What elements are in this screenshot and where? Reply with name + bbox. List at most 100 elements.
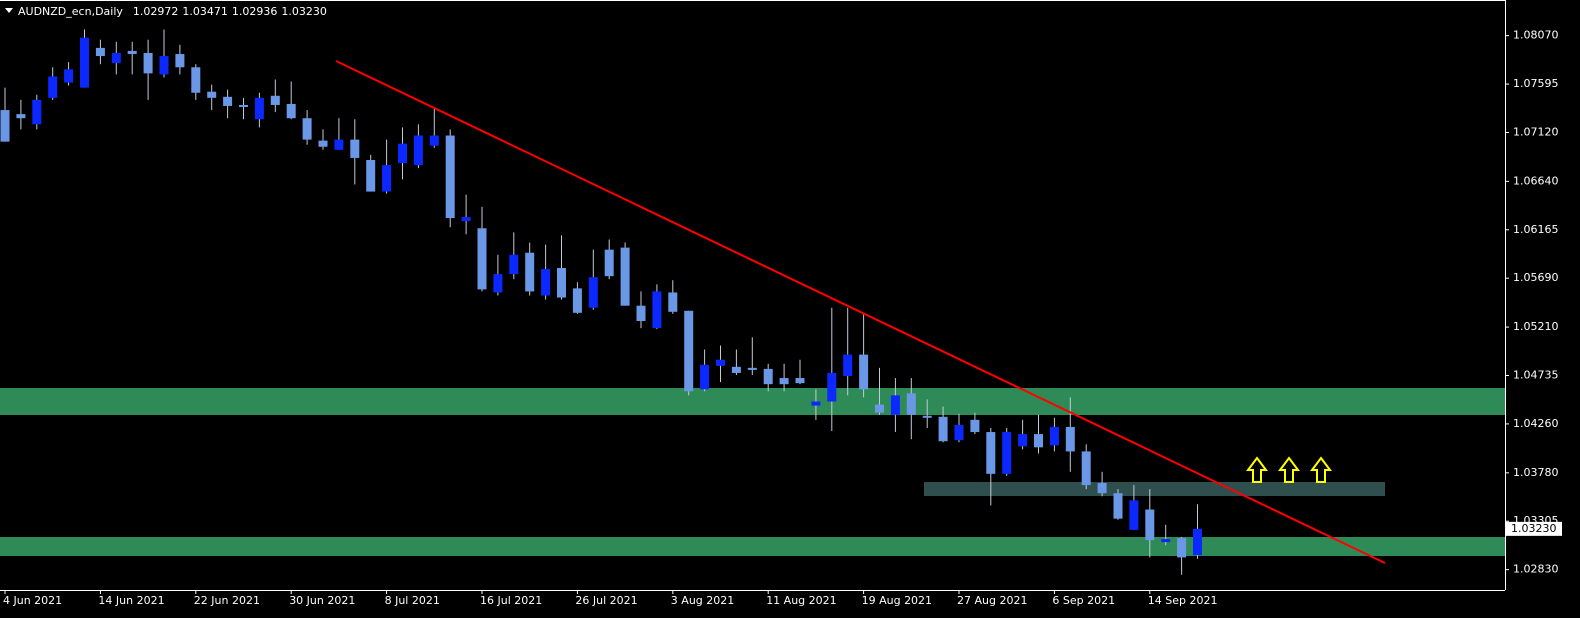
candle-body — [32, 99, 42, 125]
candle-body — [1034, 434, 1043, 448]
candle-body — [270, 95, 280, 105]
candle-body — [843, 354, 853, 377]
candle-body — [1145, 509, 1155, 541]
x-tick-label: 4 Jun 2021 — [3, 594, 62, 607]
x-tick-label: 14 Jun 2021 — [98, 594, 164, 607]
candle-body — [859, 354, 869, 390]
resistance-box — [924, 482, 1385, 496]
candle-body — [620, 247, 630, 306]
candle-body — [1129, 500, 1139, 530]
candle-body — [557, 267, 566, 298]
y-tick-label: 1.05210 — [1513, 320, 1559, 333]
candle-body — [779, 378, 789, 385]
candle-body — [700, 364, 710, 390]
candle-body — [239, 104, 248, 107]
candle-body — [175, 54, 185, 68]
price-label-box — [1506, 521, 1562, 536]
up-arrow — [1310, 456, 1332, 483]
candle-body — [461, 217, 471, 222]
candle-body — [684, 310, 694, 392]
candle-body — [922, 415, 932, 418]
candle-body — [509, 254, 519, 275]
price-label: 1.03230 — [1511, 522, 1557, 535]
candle-body — [334, 139, 344, 150]
candle-body — [1161, 539, 1171, 543]
candle-body — [64, 69, 74, 83]
y-tick-label: 1.02830 — [1513, 563, 1559, 576]
x-tick-label: 16 Jul 2021 — [480, 594, 542, 607]
candle-body — [986, 432, 996, 474]
candle-body — [95, 47, 105, 57]
candle-body — [1193, 528, 1202, 556]
candle-body — [1049, 426, 1059, 446]
x-tick-label: 14 Sep 2021 — [1148, 594, 1218, 607]
candle-body — [906, 393, 916, 415]
candle-body — [875, 404, 884, 413]
candle-body — [1018, 434, 1028, 447]
candle-body — [827, 372, 837, 402]
candle-body — [318, 140, 328, 147]
candle-body — [159, 56, 169, 75]
candle-body — [1002, 432, 1012, 474]
x-tick-label: 26 Jul 2021 — [575, 594, 637, 607]
candle-body — [541, 269, 551, 296]
quote-high: 1.03471 — [182, 5, 228, 18]
candle-body — [763, 368, 773, 385]
x-tick-label: 8 Jul 2021 — [385, 594, 440, 607]
candle-body — [588, 277, 598, 308]
y-tick-label: 1.06165 — [1513, 223, 1559, 236]
candle-body — [223, 96, 233, 106]
y-tick-label: 1.04260 — [1513, 417, 1559, 430]
y-tick-label: 1.04735 — [1513, 369, 1559, 382]
y-tick-label: 1.08070 — [1513, 29, 1559, 42]
candle-body — [1081, 451, 1091, 486]
candle-body — [191, 67, 201, 93]
candle-body — [493, 274, 503, 293]
candle-body — [429, 135, 439, 146]
candle-body — [604, 249, 614, 277]
x-tick-label: 27 Aug 2021 — [957, 594, 1027, 607]
y-tick-label: 1.06640 — [1513, 174, 1559, 187]
up-arrow — [1246, 456, 1268, 483]
candles — [0, 29, 1202, 575]
candle-body — [445, 135, 455, 219]
y-tick-label: 1.05690 — [1513, 271, 1559, 284]
candle-body — [636, 305, 646, 321]
candle-body — [413, 135, 423, 166]
candle-body — [366, 159, 376, 192]
candle-body — [811, 401, 821, 406]
candle-body — [143, 52, 153, 74]
candle-body — [48, 76, 58, 98]
quote-open: 1.02972 — [133, 5, 179, 18]
candle-body — [1097, 483, 1107, 494]
candle-body — [286, 103, 296, 119]
candle-body — [207, 91, 217, 98]
symbol: AUDNZD_ecn,Daily — [18, 5, 123, 18]
x-tick-label: 30 Jun 2021 — [289, 594, 355, 607]
y-tick-label: 1.07595 — [1513, 77, 1559, 90]
candle-body — [747, 367, 757, 370]
x-tick-label: 3 Aug 2021 — [671, 594, 734, 607]
candle-body — [16, 114, 26, 119]
trendline — [335, 60, 1386, 564]
menu-triangle[interactable] — [5, 8, 13, 13]
candle-body — [302, 118, 312, 140]
x-tick-label: 22 Jun 2021 — [194, 594, 260, 607]
candle-body — [572, 288, 582, 313]
candle-body — [477, 228, 487, 290]
candle-body — [970, 419, 980, 433]
candle-body — [350, 139, 360, 158]
candle-body — [525, 252, 535, 292]
candle-body — [890, 395, 900, 415]
candle-body — [1177, 538, 1187, 558]
support-zone — [0, 537, 1505, 556]
candle-body — [668, 292, 678, 312]
header: AUDNZD_ecn,Daily 1.02972 1.03471 1.02936 1.0… — [18, 5, 327, 18]
candle-body — [938, 416, 948, 442]
y-tick-label: 1.03780 — [1513, 466, 1559, 479]
candle-body — [254, 97, 264, 120]
x-tick-label: 19 Aug 2021 — [862, 594, 932, 607]
